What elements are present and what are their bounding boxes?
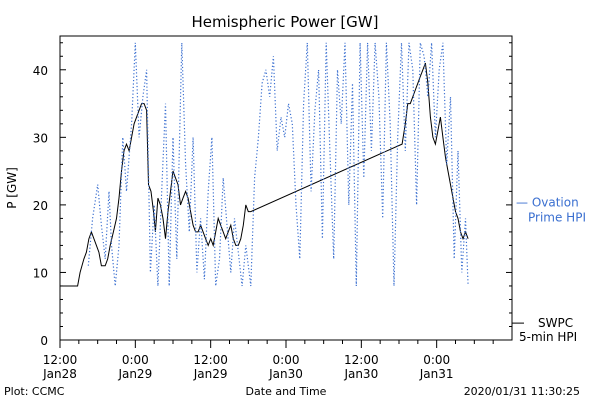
plot-frame: [59, 35, 513, 341]
x-axis: 12:00Jan280:00Jan2912:00Jan290:00Jan3012…: [42, 340, 494, 381]
x-tick-date: Jan29: [193, 367, 228, 381]
legend-ovation-line2: Prime HPI: [528, 211, 586, 225]
legend-ovation-line1: — Ovation: [516, 196, 579, 210]
x-tick-date: Jan30: [268, 367, 303, 381]
y-tick-label: 30: [33, 131, 48, 145]
y-tick-label: 40: [33, 64, 48, 78]
x-tick-date: Jan31: [419, 367, 454, 381]
x-tick-time: 12:00: [344, 353, 379, 367]
chart-title: Hemispheric Power [GW]: [192, 13, 379, 31]
y-axis-label: P [GW]: [5, 167, 19, 209]
x-tick-date: Jan28: [42, 367, 77, 381]
y-axis: 0 10 20 30 40: [33, 42, 512, 348]
x-tick-time: 12:00: [43, 353, 78, 367]
x-tick-date: Jan30: [343, 367, 378, 381]
x-tick-time: 0:00: [423, 353, 450, 367]
ovation-prime-series-line: [87, 42, 469, 287]
footer-timestamp: 2020/01/31 11:30:25: [464, 385, 580, 398]
x-tick-time: 12:00: [193, 353, 228, 367]
x-tick-date: Jan29: [117, 367, 152, 381]
legend-swpc-line1: SWPC: [538, 316, 573, 330]
y-tick-label: 20: [33, 199, 48, 213]
legend-swpc-line2: 5-min HPI: [519, 330, 577, 344]
x-axis-label: Date and Time: [246, 385, 327, 398]
series-layer: [60, 42, 469, 287]
x-tick-time: 0:00: [122, 353, 149, 367]
y-tick-label: 0: [40, 334, 48, 348]
footer-plot-credit: Plot: CCMC: [4, 385, 65, 398]
y-tick-label: 10: [33, 266, 48, 280]
x-tick-time: 0:00: [273, 353, 300, 367]
